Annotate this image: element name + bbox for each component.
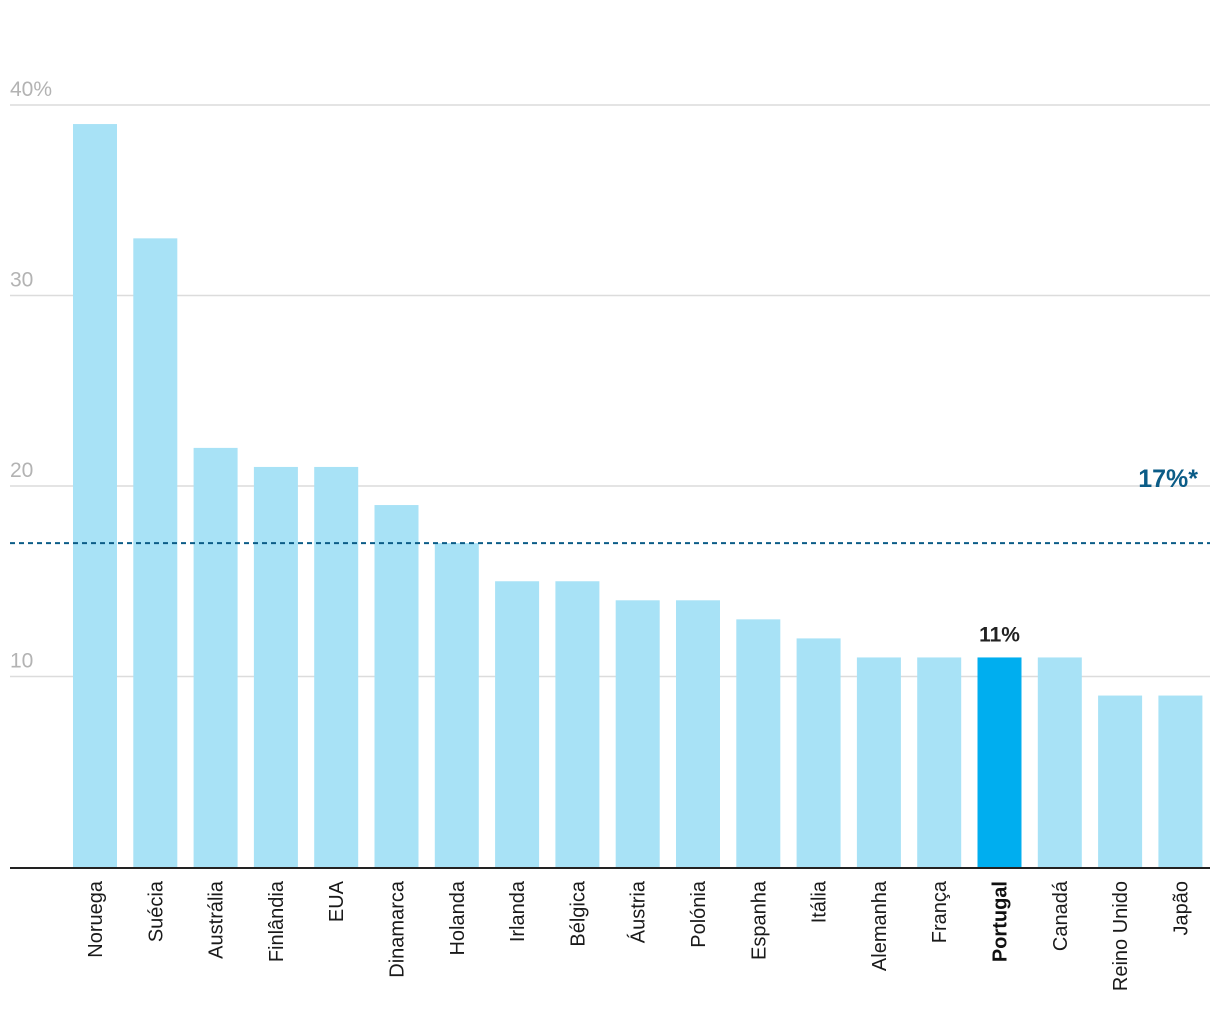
bar-reino-unido bbox=[1098, 695, 1143, 867]
x-tick-label-finlândia: Finlândia bbox=[266, 880, 288, 962]
x-tick-label-dinamarca: Dinamarca bbox=[387, 880, 409, 978]
bar-canadá bbox=[1037, 657, 1082, 867]
bar-espanha bbox=[736, 619, 781, 867]
x-tick-label-reino-unido: Reino Unido bbox=[1110, 881, 1132, 991]
bar-polónia bbox=[676, 600, 720, 867]
y-tick-label-10: 10 bbox=[10, 650, 33, 673]
bar-japão bbox=[1158, 695, 1203, 867]
bar-finlândia bbox=[253, 466, 298, 867]
bar-portugal bbox=[977, 657, 1022, 867]
x-tick-label-espanha: Espanha bbox=[748, 880, 770, 960]
bar-irlanda bbox=[495, 581, 540, 867]
x-tick-label-alemanha: Alemanha bbox=[869, 880, 891, 971]
x-tick-label-áustria: Áustria bbox=[627, 880, 650, 943]
data-label-portugal: 11% bbox=[979, 623, 1020, 646]
y-tick-label-20: 20 bbox=[10, 459, 33, 482]
bar-noruega bbox=[73, 124, 117, 868]
x-tick-label-frança: França bbox=[929, 880, 951, 943]
x-tick-label-bélgica: Bélgica bbox=[567, 880, 589, 946]
bar-frança bbox=[917, 657, 962, 867]
y-tick-label-30: 30 bbox=[10, 269, 33, 292]
bar-suécia bbox=[133, 238, 178, 868]
reference-line-group: 17%* bbox=[10, 465, 1210, 545]
x-tick-label-suécia: Suécia bbox=[145, 880, 167, 942]
y-tick-label-40: 40% bbox=[10, 78, 52, 101]
grid-lines: 40% 30 20 10 bbox=[10, 78, 1210, 678]
category-labels: Noruega Suécia Austrália Finlândia EUA Dinama… bbox=[85, 880, 1192, 991]
bar-itália bbox=[796, 638, 841, 867]
bar-bélgica bbox=[555, 581, 600, 867]
x-tick-label-itália: Itália bbox=[809, 880, 831, 923]
bar-holanda bbox=[434, 543, 479, 867]
x-tick-label-canadá: Canadá bbox=[1050, 880, 1072, 951]
x-tick-label-polónia: Polónia bbox=[688, 880, 710, 948]
x-tick-label-eua: EUA bbox=[326, 880, 348, 922]
bar-alemanha bbox=[856, 657, 901, 867]
bar-dinamarca bbox=[374, 505, 419, 867]
bar-eua bbox=[314, 466, 359, 867]
x-tick-label-austrália: Austrália bbox=[206, 880, 228, 959]
x-tick-label-noruega: Noruega bbox=[85, 880, 107, 958]
x-tick-label-portugal: Portugal bbox=[990, 881, 1012, 962]
x-tick-label-japão: Japão bbox=[1170, 881, 1192, 936]
x-tick-label-holanda: Holanda bbox=[447, 880, 469, 955]
reference-line-label: 17%* bbox=[1138, 465, 1198, 493]
x-tick-label-irlanda: Irlanda bbox=[507, 880, 529, 942]
bar-austrália bbox=[193, 447, 238, 867]
bar-áustria bbox=[615, 600, 660, 867]
bars: 11% bbox=[73, 124, 1203, 868]
